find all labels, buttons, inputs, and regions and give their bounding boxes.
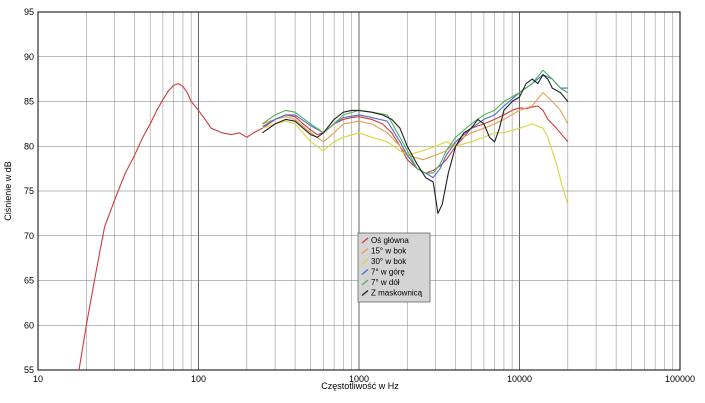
legend-entry: 30° w bok bbox=[371, 257, 407, 266]
y-tick-label: 70 bbox=[24, 231, 34, 241]
series-line-6 bbox=[262, 74, 569, 214]
y-tick-label: 60 bbox=[24, 320, 34, 330]
series-line-1 bbox=[78, 83, 569, 371]
legend-swatch bbox=[361, 269, 369, 275]
legend-swatch bbox=[361, 237, 369, 244]
y-tick-label: 65 bbox=[24, 276, 34, 286]
grid-lines bbox=[37, 11, 680, 371]
x-tick-label: 1000 bbox=[349, 374, 369, 384]
x-tick-label: 100 bbox=[191, 374, 206, 384]
y-tick-label: 90 bbox=[24, 52, 34, 62]
y-axis-label: Ciśnienie w dB bbox=[3, 161, 13, 221]
series-line-2 bbox=[262, 92, 569, 161]
x-tick-label: 100000 bbox=[665, 374, 695, 384]
series-line-3 bbox=[262, 120, 569, 205]
y-tick-label: 85 bbox=[24, 97, 34, 107]
x-tick-label: 10 bbox=[33, 374, 43, 384]
x-tick-label: 10000 bbox=[507, 374, 532, 384]
series-line-4 bbox=[262, 74, 568, 179]
plot-area-frame bbox=[37, 11, 681, 371]
legend-entry: 15° w bok bbox=[371, 247, 407, 256]
y-tick-label: 55 bbox=[24, 365, 34, 375]
legend-entry: Oś główna bbox=[371, 236, 409, 245]
legend-swatch bbox=[361, 290, 369, 296]
legend-swatch bbox=[361, 258, 369, 265]
legend-box bbox=[357, 232, 431, 303]
x-axis-label: Częstotliwość w Hz bbox=[321, 381, 399, 391]
tick-labels: 55 60 65 70 75 80 85 90 95 10 100 1000 10000 100000 bbox=[24, 7, 695, 384]
legend-entry: Z maskownicą bbox=[371, 289, 423, 298]
legend-entry: 7° w dół bbox=[371, 278, 400, 287]
legend-swatch bbox=[361, 279, 369, 286]
legend-entry: 7° w górę bbox=[371, 268, 405, 277]
y-tick-label: 80 bbox=[24, 141, 34, 151]
series-layer bbox=[78, 69, 569, 371]
legend-swatch bbox=[361, 248, 369, 254]
y-tick-label: 95 bbox=[24, 7, 34, 17]
y-tick-label: 75 bbox=[24, 186, 34, 196]
